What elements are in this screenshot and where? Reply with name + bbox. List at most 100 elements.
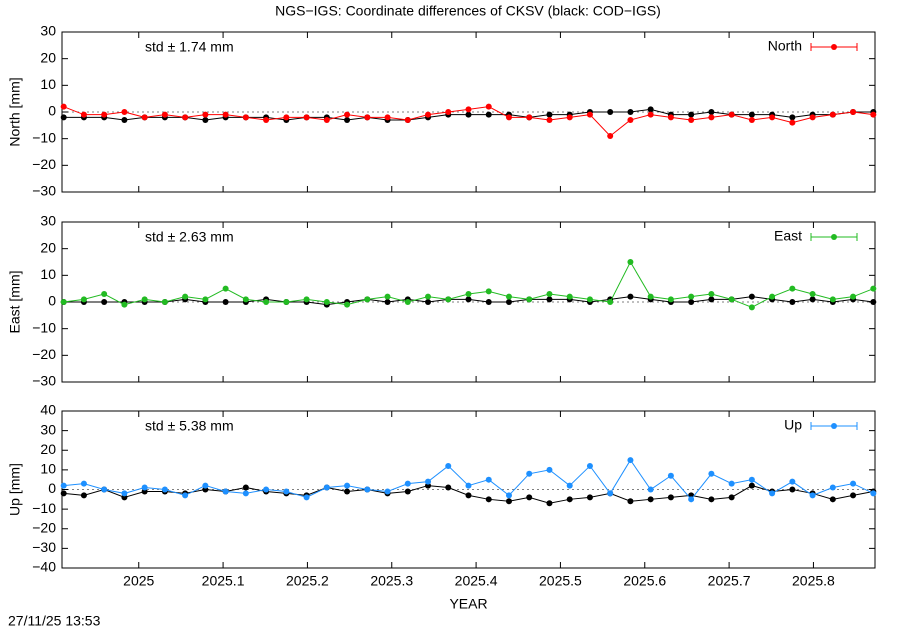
data-point — [546, 466, 553, 473]
data-point — [404, 117, 411, 123]
data-point — [465, 291, 472, 297]
data-point — [526, 296, 533, 303]
data-point — [789, 478, 796, 485]
data-point — [586, 494, 593, 501]
data-point — [465, 492, 472, 499]
data-point — [647, 293, 654, 300]
data-point — [60, 103, 67, 110]
data-point — [586, 111, 593, 118]
data-point — [505, 492, 512, 499]
y-tick-label: 10 — [40, 76, 56, 92]
data-point — [465, 111, 472, 118]
data-point — [101, 291, 108, 297]
data-point — [425, 293, 432, 300]
data-point — [667, 114, 674, 121]
x-tick-label: 2025.6 — [623, 573, 666, 589]
y-tick-label: −10 — [32, 129, 56, 145]
data-point — [546, 291, 553, 297]
data-point — [850, 293, 857, 300]
y-tick-label: −10 — [32, 500, 56, 516]
data-point — [505, 498, 512, 505]
x-axis-title: YEAR — [449, 596, 487, 612]
data-point — [526, 494, 533, 501]
data-point — [748, 117, 755, 123]
legend-label: Up — [784, 417, 802, 433]
data-point — [121, 117, 128, 123]
data-point — [850, 109, 857, 115]
data-point — [728, 111, 735, 118]
data-point — [303, 494, 310, 501]
data-point — [485, 476, 492, 483]
data-point — [607, 490, 614, 497]
x-tick-label: 2025.2 — [286, 573, 329, 589]
data-point — [789, 299, 796, 305]
data-point — [465, 106, 472, 113]
data-point — [505, 299, 512, 305]
y-tick-label: −40 — [32, 559, 56, 575]
y-tick-label: 30 — [40, 213, 56, 229]
data-point — [364, 296, 371, 303]
data-point — [546, 296, 553, 303]
data-point — [769, 293, 776, 300]
data-point — [586, 462, 593, 469]
legend-label: North — [768, 38, 802, 54]
data-point — [829, 496, 836, 503]
data-point — [627, 259, 634, 265]
legend-marker — [831, 234, 837, 240]
y-axis-title: North [mm] — [7, 77, 23, 146]
data-point — [161, 111, 168, 118]
x-tick-label: 2025.3 — [370, 573, 413, 589]
data-point — [809, 296, 816, 303]
data-point — [465, 482, 472, 489]
data-point — [222, 299, 229, 305]
data-point — [485, 299, 492, 305]
data-point — [667, 472, 674, 479]
data-point — [202, 117, 209, 123]
data-point — [182, 293, 189, 300]
data-point — [688, 496, 695, 503]
data-point — [242, 484, 249, 491]
data-point — [404, 488, 411, 495]
x-tick-label: 2025.7 — [708, 573, 751, 589]
data-point — [263, 486, 270, 493]
data-point — [546, 111, 553, 118]
data-point — [101, 111, 108, 118]
data-point — [283, 299, 290, 305]
data-point — [141, 296, 148, 303]
data-point — [121, 109, 128, 115]
x-tick-label: 2025.8 — [792, 573, 835, 589]
data-point — [161, 486, 168, 493]
data-point — [607, 133, 614, 139]
data-point — [809, 492, 816, 499]
data-point — [850, 480, 857, 487]
legend-marker — [831, 423, 837, 429]
y-tick-label: −20 — [32, 346, 56, 362]
chart-title: NGS−IGS: Coordinate differences of CKSV … — [275, 3, 661, 19]
data-point — [384, 299, 391, 305]
data-point — [708, 114, 715, 121]
x-tick-label: 2025.5 — [539, 573, 582, 589]
y-tick-label: −30 — [32, 183, 56, 199]
data-point — [728, 296, 735, 303]
data-point — [344, 488, 351, 495]
data-point — [647, 111, 654, 118]
y-axis-title: East [mm] — [7, 270, 23, 333]
data-point — [708, 291, 715, 297]
y-tick-label: −30 — [32, 539, 56, 555]
data-point — [384, 293, 391, 300]
data-point — [748, 111, 755, 118]
data-point — [222, 285, 229, 292]
data-point — [586, 296, 593, 303]
data-point — [323, 299, 330, 305]
data-point — [546, 117, 553, 123]
data-point — [445, 109, 452, 115]
data-point — [870, 299, 877, 305]
data-point — [688, 293, 695, 300]
data-point — [404, 299, 411, 305]
data-point — [242, 490, 249, 497]
data-point — [728, 480, 735, 487]
data-point — [485, 288, 492, 295]
data-point — [445, 296, 452, 303]
data-point — [688, 117, 695, 123]
